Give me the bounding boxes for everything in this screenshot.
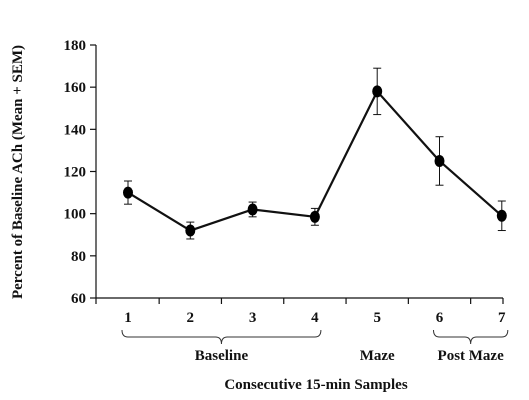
y-tick-label: 180	[64, 38, 87, 54]
data-point	[372, 85, 383, 98]
x-tick-label: 4	[311, 310, 319, 326]
x-axis-title: Consecutive 15-min Samples	[224, 377, 407, 393]
y-axis: 60 80 100 120 140 160 180	[64, 38, 97, 307]
y-tick-label: 160	[64, 80, 87, 96]
series-layer	[123, 67, 507, 240]
data-point	[185, 224, 196, 237]
phase-label: Maze	[360, 348, 395, 364]
x-tick-label: 2	[187, 310, 195, 326]
y-tick-label: 120	[64, 165, 87, 181]
x-axis: 1 2 3 4 5 6 7	[95, 297, 506, 326]
data-point	[123, 186, 133, 199]
x-tick-label: 6	[436, 310, 444, 326]
y-axis-title: Percent of Baseline ACh (Mean + SEM)	[10, 45, 26, 299]
phase-layer: Baseline Maze Post Maze	[121, 329, 509, 364]
y-tick-label: 140	[64, 122, 87, 138]
data-point	[247, 203, 258, 216]
x-tick-label: 7	[498, 310, 506, 326]
data-point	[496, 209, 507, 222]
x-tick-label: 1	[124, 310, 132, 326]
phase-brace	[121, 329, 322, 345]
phase-label: Baseline	[195, 348, 249, 364]
phase-label: Post Maze	[438, 348, 505, 364]
y-tick-label: 80	[71, 249, 86, 265]
y-tick-label: 60	[71, 291, 86, 307]
x-tick-label: 3	[249, 310, 257, 326]
data-point	[309, 210, 320, 223]
phase-brace	[433, 329, 509, 345]
y-tick-label: 100	[64, 207, 87, 223]
x-tick-label: 5	[373, 310, 381, 326]
data-point	[434, 154, 445, 167]
